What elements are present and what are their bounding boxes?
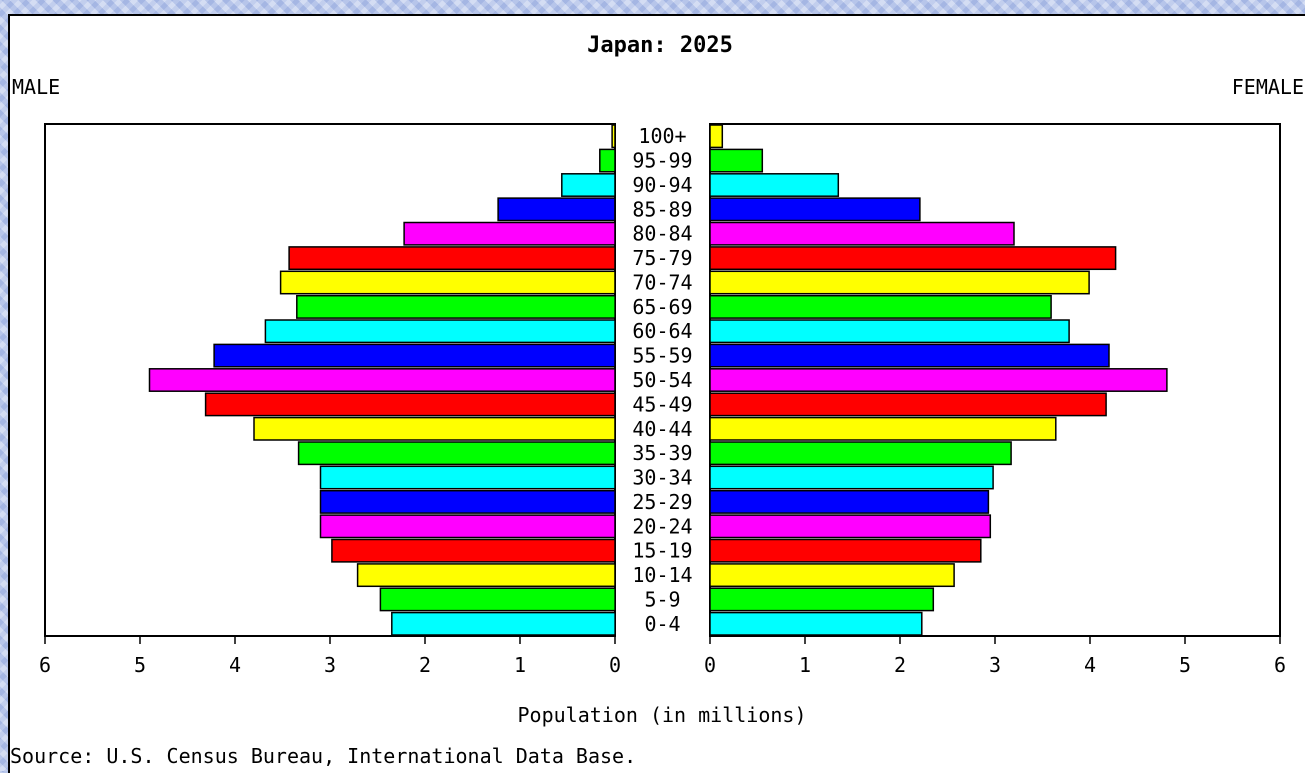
female-bar-100+ — [709, 124, 724, 149]
male-bar-30-34 — [319, 465, 616, 490]
chart-panel: Japan: 2025 MALE FEMALE 0-4 5-9 10-14 15-19… — [8, 14, 1305, 773]
female-label: FEMALE — [1232, 75, 1304, 99]
female-bar-45-49 — [709, 392, 1107, 417]
age-label-95-99: 95-99 — [632, 149, 692, 173]
female-bar-25-29 — [709, 489, 990, 514]
age-label-90-94: 90-94 — [632, 173, 692, 197]
age-label-45-49: 45-49 — [632, 392, 692, 416]
male-tick-label-0: 0 — [609, 653, 621, 677]
chart-title: Japan: 2025 — [587, 33, 733, 58]
male-bar-55-59 — [213, 343, 616, 368]
age-label-50-54: 50-54 — [632, 368, 692, 392]
age-label-70-74: 70-74 — [632, 271, 692, 295]
male-bar-80-84 — [403, 221, 616, 246]
female-bar-55-59 — [709, 343, 1110, 368]
age-labels-group: 0-45-910-1415-1920-2425-2930-3435-3940-4… — [632, 124, 692, 636]
bars-group — [148, 124, 1168, 636]
female-bar-15-19 — [709, 538, 982, 563]
female-bar-85-89 — [709, 197, 921, 222]
male-label: MALE — [12, 75, 60, 99]
age-label-65-69: 65-69 — [632, 295, 692, 319]
female-bar-30-34 — [709, 465, 994, 490]
x-axis-label: Population (in millions) — [518, 703, 807, 727]
male-bar-90-94 — [561, 173, 616, 197]
female-bar-40-44 — [709, 416, 1057, 441]
female-bar-5-9 — [709, 587, 935, 612]
age-label-55-59: 55-59 — [632, 344, 692, 368]
male-tick-label-5: 5 — [134, 653, 146, 677]
male-bar-95-99 — [599, 148, 616, 173]
age-label-75-79: 75-79 — [632, 246, 692, 270]
male-bar-40-44 — [253, 416, 616, 441]
age-label-60-64: 60-64 — [632, 319, 692, 343]
male-bar-20-24 — [319, 514, 616, 539]
male-bar-60-64 — [264, 319, 616, 344]
female-bar-65-69 — [709, 294, 1052, 319]
source-note: Source: U.S. Census Bureau, Internationa… — [10, 744, 636, 768]
female-bar-20-24 — [709, 514, 992, 539]
female-bar-60-64 — [709, 319, 1070, 344]
female-tick-label-1: 1 — [799, 653, 811, 677]
age-label-80-84: 80-84 — [632, 222, 692, 246]
male-bar-65-69 — [296, 294, 616, 319]
female-bar-50-54 — [709, 368, 1168, 392]
male-bar-85-89 — [497, 197, 616, 222]
female-tick-label-0: 0 — [704, 653, 716, 677]
male-bar-15-19 — [331, 538, 616, 563]
age-label-15-19: 15-19 — [632, 539, 692, 563]
male-tick-label-6: 6 — [39, 653, 51, 677]
female-bar-75-79 — [709, 246, 1117, 271]
male-bar-75-79 — [288, 246, 616, 271]
female-tick-label-5: 5 — [1179, 653, 1191, 677]
age-label-20-24: 20-24 — [632, 514, 692, 538]
age-label-10-14: 10-14 — [632, 563, 692, 587]
male-tick-label-2: 2 — [419, 653, 431, 677]
female-bar-35-39 — [709, 441, 1012, 466]
age-label-30-34: 30-34 — [632, 466, 692, 490]
age-label-5-9: 5-9 — [644, 587, 680, 611]
male-bar-45-49 — [204, 392, 616, 417]
male-bar-5-9 — [379, 587, 616, 612]
female-tick-label-3: 3 — [989, 653, 1001, 677]
female-bar-0-4 — [709, 611, 923, 636]
male-tick-label-3: 3 — [324, 653, 336, 677]
age-label-85-89: 85-89 — [632, 197, 692, 221]
age-label-25-29: 25-29 — [632, 490, 692, 514]
female-bar-10-14 — [709, 563, 955, 588]
male-bar-35-39 — [297, 441, 616, 466]
male-bar-100+ — [611, 124, 616, 149]
population-pyramid-chart: Japan: 2025 MALE FEMALE 0-45-910-1415-19… — [10, 33, 1304, 768]
male-bar-50-54 — [148, 368, 616, 392]
female-bar-80-84 — [709, 221, 1015, 246]
ticks-group: 0 0 1 1 2 2 3 3 4 4 5 5 6 6 — [39, 636, 1286, 677]
age-label-0-4: 0-4 — [644, 612, 680, 636]
male-bar-25-29 — [319, 489, 616, 514]
male-tick-label-1: 1 — [514, 653, 526, 677]
age-label-100+: 100+ — [638, 124, 686, 148]
female-tick-label-6: 6 — [1274, 653, 1286, 677]
age-label-40-44: 40-44 — [632, 417, 692, 441]
female-bar-95-99 — [709, 148, 764, 173]
age-label-35-39: 35-39 — [632, 441, 692, 465]
female-bar-70-74 — [709, 270, 1090, 295]
female-bar-90-94 — [709, 173, 840, 197]
male-tick-label-4: 4 — [229, 653, 241, 677]
female-tick-label-2: 2 — [894, 653, 906, 677]
female-tick-label-4: 4 — [1084, 653, 1096, 677]
male-bar-70-74 — [279, 270, 616, 295]
male-bar-0-4 — [391, 611, 616, 636]
male-bar-10-14 — [356, 563, 616, 588]
